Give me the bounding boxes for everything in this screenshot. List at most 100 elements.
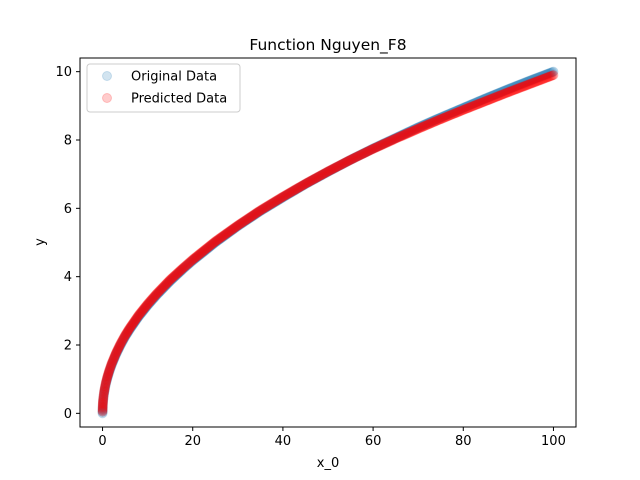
data-point: [137, 306, 148, 317]
data-point: [319, 168, 330, 179]
data-point: [296, 181, 307, 192]
data-point: [426, 117, 437, 128]
data-point: [470, 97, 481, 108]
data-point: [249, 209, 260, 220]
data-point: [421, 120, 432, 131]
data-point: [510, 81, 521, 92]
data-point: [340, 157, 351, 168]
data-point: [105, 364, 116, 375]
data-point: [419, 119, 430, 130]
data-point: [99, 384, 110, 395]
data-point: [260, 202, 271, 213]
data-point: [132, 311, 143, 322]
data-point: [378, 139, 389, 150]
data-point: [501, 88, 512, 99]
data-point: [430, 114, 441, 125]
data-point: [128, 317, 139, 328]
data-point: [497, 86, 508, 97]
data-point: [478, 94, 489, 105]
data-point: [205, 241, 216, 252]
data-point: [298, 179, 309, 190]
data-point: [373, 141, 384, 152]
data-point: [405, 127, 416, 138]
data-point: [351, 151, 362, 162]
data-point: [151, 288, 162, 299]
data-point: [320, 167, 331, 178]
data-point: [474, 98, 485, 109]
data-point: [274, 193, 285, 204]
data-point: [123, 325, 134, 336]
data-point: [347, 153, 358, 164]
data-point: [458, 104, 469, 115]
data-point: [521, 80, 532, 91]
data-point: [414, 123, 425, 134]
data-point: [107, 358, 118, 369]
data-point: [139, 302, 150, 313]
data-point: [222, 228, 233, 239]
data-point: [344, 155, 355, 166]
data-point: [319, 168, 330, 179]
data-point: [502, 84, 513, 95]
data-point: [174, 267, 185, 278]
data-point: [203, 241, 214, 252]
data-point: [442, 111, 453, 122]
data-point: [292, 183, 303, 194]
data-point: [364, 145, 375, 156]
data-point: [97, 403, 108, 414]
data-point: [361, 147, 372, 158]
data-point: [142, 299, 153, 309]
data-point: [320, 167, 331, 178]
data-point: [226, 225, 237, 236]
data-point: [342, 156, 353, 167]
data-point: [381, 137, 392, 148]
data-point: [150, 290, 161, 301]
data-point: [419, 120, 430, 131]
data-point: [253, 207, 264, 218]
data-point: [108, 353, 119, 364]
data-point: [201, 244, 212, 255]
data-point: [235, 219, 246, 230]
data-point: [425, 116, 436, 127]
data-point: [520, 80, 531, 91]
data-point: [123, 325, 134, 336]
data-point: [295, 182, 306, 193]
data-point: [261, 201, 272, 212]
data-point: [347, 153, 358, 164]
data-point: [324, 165, 335, 176]
data-point: [256, 205, 267, 216]
data-point: [417, 120, 428, 131]
data-point: [97, 399, 108, 410]
data-point: [463, 102, 474, 113]
data-point: [97, 406, 108, 417]
data-point: [125, 323, 136, 334]
data-point: [108, 355, 119, 366]
data-point: [488, 92, 499, 103]
data-point: [326, 164, 337, 175]
data-point: [496, 89, 507, 100]
data-point: [375, 139, 386, 150]
data-point: [370, 142, 381, 153]
data-point: [543, 68, 554, 79]
data-point: [537, 70, 548, 81]
data-point: [449, 108, 460, 119]
data-point: [541, 72, 552, 83]
data-point: [97, 400, 108, 411]
data-point: [505, 83, 516, 94]
data-point: [351, 152, 362, 163]
data-point: [523, 79, 534, 90]
data-point: [196, 247, 207, 258]
data-point: [254, 206, 265, 217]
data-point: [354, 150, 365, 161]
data-point: [387, 134, 398, 145]
y-tick-label: 10: [55, 65, 72, 80]
data-point: [171, 270, 182, 281]
data-point: [180, 261, 191, 272]
data-point: [363, 146, 374, 157]
data-point: [97, 396, 108, 407]
data-point: [415, 121, 426, 132]
data-point: [456, 105, 467, 116]
data-point: [497, 89, 508, 100]
data-point: [230, 221, 241, 232]
data-point: [248, 210, 259, 221]
data-point: [490, 89, 501, 100]
